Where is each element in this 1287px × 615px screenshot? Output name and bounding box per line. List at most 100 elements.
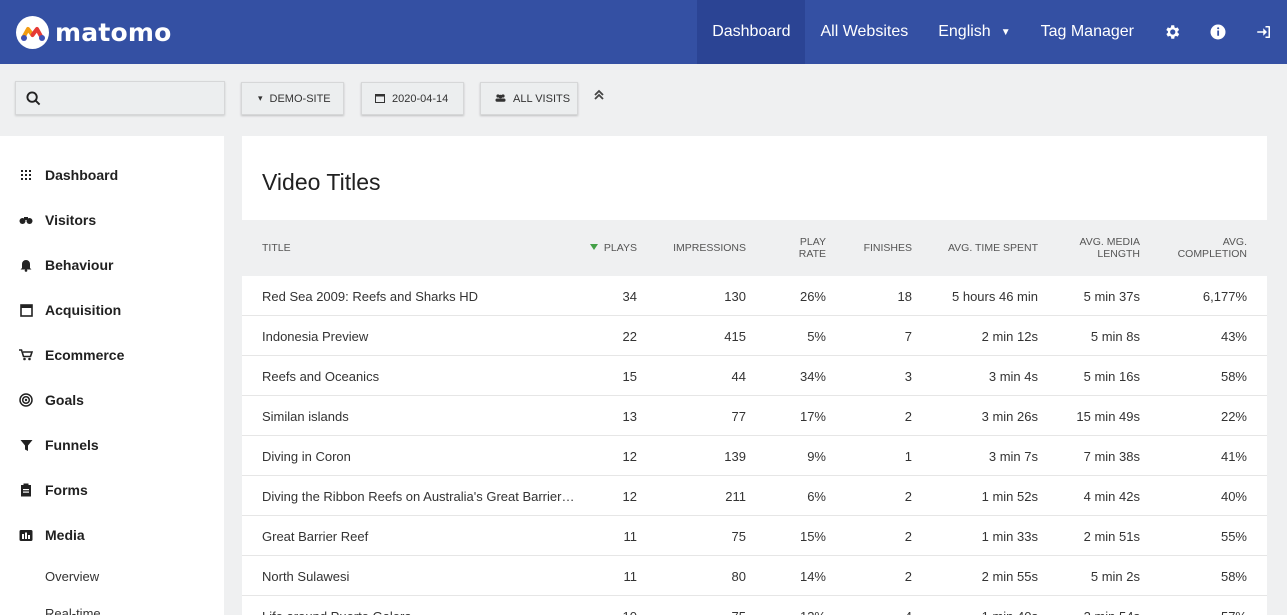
cell-title[interactable]: Similan islands [262, 409, 349, 424]
cell-avg-time: 1 min 40s [982, 609, 1038, 615]
sidebar-item-label: Ecommerce [45, 347, 125, 363]
top-menu: Dashboard All Websites English ▼ Tag Mana… [697, 0, 1287, 64]
cell-title[interactable]: Red Sea 2009: Reefs and Sharks HD [262, 289, 479, 304]
media-icon [19, 528, 33, 542]
cell-avg-completion: 41% [1220, 449, 1247, 464]
cell-title[interactable]: Reefs and Oceanics [262, 369, 380, 384]
report-card: Video Titles TITLE PLAYS IMPRESSIONS PLA… [242, 136, 1267, 615]
sidebar-subitem-overview[interactable]: Overview [45, 569, 100, 584]
column-header-avg-media-length[interactable]: AVG. MEDIA LENGTH [1080, 236, 1140, 260]
table-header: TITLE PLAYS IMPRESSIONS PLAY RATE FINISHE… [242, 220, 1267, 276]
cell-avg-time: 3 min 7s [988, 449, 1038, 464]
sidebar-item-ecommerce[interactable]: Ecommerce [0, 343, 224, 367]
cell-avg-media: 2 min 51s [1083, 529, 1140, 544]
sign-out-icon[interactable] [1241, 0, 1287, 64]
table-row[interactable]: North Sulawesi 11 80 14% 2 2 min 55s 5 min 2s 5… [242, 556, 1267, 596]
cell-impressions: 80 [731, 569, 746, 584]
column-header-play-rate[interactable]: PLAY RATE [799, 236, 826, 260]
table-row[interactable]: Similan islands 13 77 17% 2 3 min 26s 15 min 4… [242, 396, 1267, 436]
cell-title[interactable]: Diving in Coron [262, 449, 351, 464]
gear-icon[interactable] [1149, 0, 1195, 64]
column-header-avg-completion-line1: AVG. [1222, 236, 1247, 248]
cell-title[interactable]: North Sulawesi [262, 569, 350, 584]
cell-play-rate: 34% [799, 369, 826, 384]
matomo-logo-icon [16, 16, 49, 49]
table-row[interactable]: Red Sea 2009: Reefs and Sharks HD 34 130 26… [242, 276, 1267, 316]
sidebar-item-label: Visitors [45, 212, 97, 228]
segment-selector[interactable]: ALL VISITS [480, 82, 578, 115]
cell-avg-time: 1 min 52s [981, 489, 1038, 504]
cell-avg-media: 15 min 49s [1076, 409, 1140, 424]
matomo-logo[interactable]: matomo [16, 16, 171, 49]
sidebar-item-behaviour[interactable]: Behaviour [0, 253, 224, 277]
nav-all-websites[interactable]: All Websites [805, 0, 923, 64]
cell-impressions: 130 [724, 289, 746, 304]
sidebar-item-funnels[interactable]: Funnels [0, 433, 224, 457]
caret-down-icon: ▾ [258, 93, 263, 103]
grid-icon [19, 168, 33, 182]
nav-language-label: English [938, 23, 991, 40]
table-row[interactable]: Diving in Coron 12 139 9% 1 3 min 7s 7 min 38s… [242, 436, 1267, 476]
nav-all-websites-label: All Websites [820, 23, 909, 40]
logo-text: matomo [55, 18, 172, 47]
cell-plays: 10 [623, 609, 637, 615]
column-header-plays-label: PLAYS [603, 242, 637, 254]
cell-finishes: 4 [905, 609, 912, 615]
nav-dashboard[interactable]: Dashboard [697, 0, 806, 64]
sidebar-item-forms[interactable]: Forms [0, 478, 224, 502]
cell-plays: 22 [622, 329, 637, 344]
cell-avg-time: 1 min 33s [981, 529, 1038, 544]
cell-title[interactable]: Life around Puerto Galera [262, 609, 412, 615]
table-row[interactable]: Indonesia Preview 22 415 5% 7 2 min 12s 5 min … [242, 316, 1267, 356]
column-header-avg-media-line2: LENGTH [1097, 248, 1140, 260]
cell-avg-completion: 58% [1220, 369, 1247, 384]
column-header-finishes[interactable]: FINISHES [863, 242, 912, 254]
binoculars-icon [19, 213, 33, 227]
cell-plays: 11 [623, 529, 638, 544]
cell-avg-media: 5 min 16s [1083, 369, 1140, 384]
site-selector[interactable]: ▾ DEMO-SITE [241, 82, 344, 115]
column-header-avg-completion[interactable]: AVG. COMPLETION [1178, 236, 1247, 260]
cell-plays: 12 [622, 489, 637, 504]
column-header-plays[interactable]: PLAYS [589, 242, 637, 254]
info-icon[interactable] [1195, 0, 1241, 64]
cell-finishes: 2 [904, 569, 912, 584]
sidebar-item-media[interactable]: Media [0, 523, 224, 547]
window-icon [19, 303, 33, 317]
column-header-avg-time-spent[interactable]: AVG. TIME SPENT [947, 242, 1038, 254]
sidebar-item-goals[interactable]: Goals [0, 388, 224, 412]
nav-tag-manager[interactable]: Tag Manager [1026, 0, 1149, 64]
cell-plays: 15 [622, 369, 637, 384]
table-row[interactable]: Reefs and Oceanics 15 44 34% 3 3 min 4s 5 min … [242, 356, 1267, 396]
sidebar-item-dashboard[interactable]: Dashboard [0, 163, 224, 187]
table-row[interactable]: Diving the Ribbon Reefs on Australia's G… [242, 476, 1267, 516]
cell-avg-completion: 58% [1220, 569, 1247, 584]
search-input[interactable] [15, 81, 225, 115]
column-header-impressions[interactable]: IMPRESSIONS [673, 242, 746, 254]
sidebar-item-acquisition[interactable]: Acquisition [0, 298, 224, 322]
date-selector-label: 2020-04-14 [392, 92, 449, 105]
collapse-chevrons-icon[interactable] [593, 89, 605, 104]
cell-avg-time: 3 min 26s [981, 409, 1038, 424]
cell-finishes: 2 [904, 529, 912, 544]
cell-avg-time: 2 min 55s [981, 569, 1038, 584]
cell-plays: 34 [622, 289, 637, 304]
cell-avg-completion: 43% [1220, 329, 1247, 344]
cell-title[interactable]: Great Barrier Reef [262, 529, 369, 544]
cell-title[interactable]: Indonesia Preview [262, 329, 369, 344]
cell-avg-completion: 40% [1220, 489, 1247, 504]
column-header-title[interactable]: TITLE [262, 242, 291, 254]
cell-play-rate: 13% [800, 609, 826, 615]
cell-title[interactable]: Diving the Ribbon Reefs on Australia's G… [262, 489, 575, 504]
sidebar-item-visitors[interactable]: Visitors [0, 208, 224, 232]
sidebar-subitem-real-time[interactable]: Real-time [45, 606, 101, 615]
cell-avg-completion: 55% [1220, 529, 1247, 544]
table-row[interactable]: Life around Puerto Galera 10 75 13% 4 1 min 4… [242, 596, 1267, 615]
date-selector[interactable]: 2020-04-14 [361, 82, 464, 115]
table-row[interactable]: Great Barrier Reef 11 75 15% 2 1 min 33s 2 min… [242, 516, 1267, 556]
sidebar-item-label: Dashboard [45, 167, 119, 183]
sidebar-item-label: Funnels [45, 437, 99, 453]
nav-language-selector[interactable]: English ▼ [923, 0, 1025, 64]
top-navigation-bar: matomo Dashboard All Websites English ▼ T… [0, 0, 1287, 64]
cell-play-rate: 26% [799, 289, 826, 304]
